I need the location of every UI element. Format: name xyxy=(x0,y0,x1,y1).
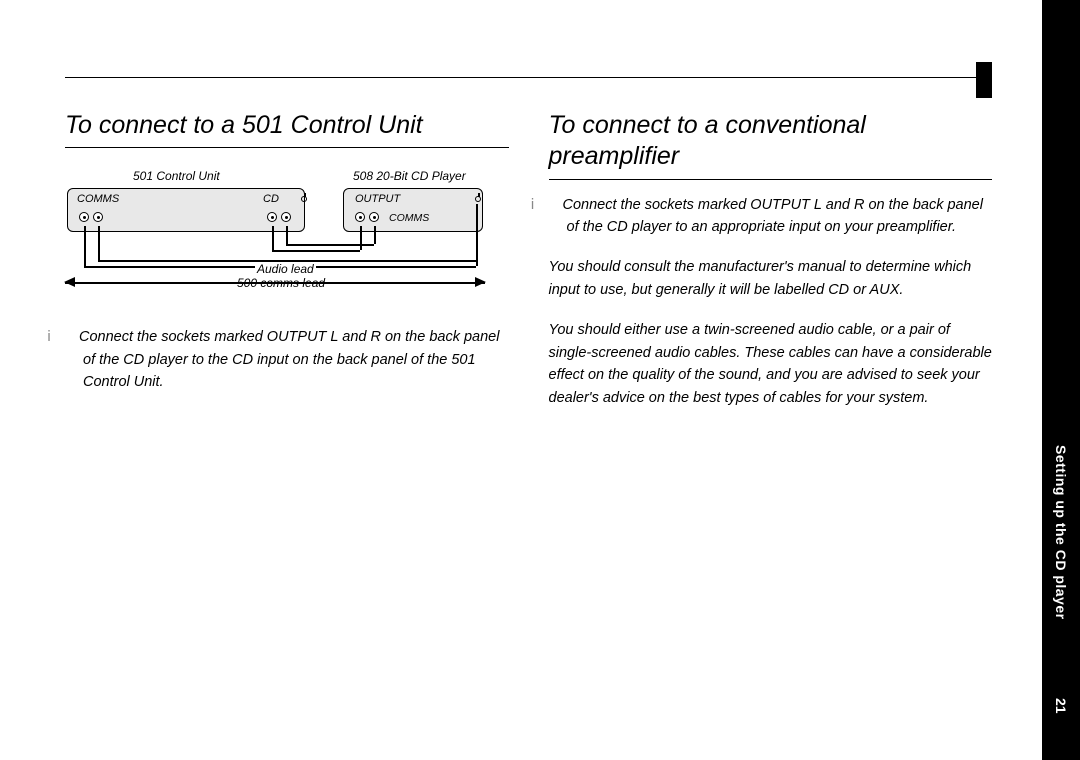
comms-wire xyxy=(98,226,100,260)
right-para-3: You should either use a twin-screened au… xyxy=(549,319,993,409)
left-step-1-text: Connect the sockets marked OUTPUT L and … xyxy=(79,329,499,390)
device-right-title: 508 20-Bit CD Player xyxy=(353,169,466,183)
right-heading-rule xyxy=(549,179,993,180)
thumb-index-block xyxy=(976,62,992,98)
rca-pair-comms-left xyxy=(79,212,105,226)
side-tab-section-title: Setting up the CD player xyxy=(1053,445,1069,620)
device-left-title: 501 Control Unit xyxy=(133,169,220,183)
left-column: To connect to a 501 Control Unit 501 Con… xyxy=(65,110,509,427)
side-tab: Setting up the CD player 21 xyxy=(1042,0,1080,760)
left-heading: To connect to a 501 Control Unit xyxy=(65,110,509,141)
audio-wire xyxy=(272,250,360,252)
left-step-1: ⅰConnect the sockets marked OUTPUT L and… xyxy=(65,326,509,393)
comms-wire xyxy=(84,226,86,266)
left-heading-rule xyxy=(65,147,509,148)
port-label-comms-right: COMMS xyxy=(389,212,429,224)
side-tab-page-number: 21 xyxy=(1053,698,1069,714)
audio-wire xyxy=(360,226,362,250)
right-step-1-text: Connect the sockets marked OUTPUT L and … xyxy=(563,197,983,235)
audio-wire xyxy=(272,226,274,250)
comms-wire xyxy=(476,204,478,266)
port-label-comms-left: COMMS xyxy=(77,193,119,205)
diagram-baseline xyxy=(65,282,485,284)
audio-lead-label: Audio lead xyxy=(255,262,316,276)
right-heading: To connect to a conventional preamplifie… xyxy=(549,110,993,173)
comms-port-left-single xyxy=(301,196,307,202)
right-column: To connect to a conventional preamplifie… xyxy=(549,110,993,427)
right-step-1: ⅰConnect the sockets marked OUTPUT L and… xyxy=(549,194,993,239)
audio-wire xyxy=(286,226,288,244)
rca-pair-cd xyxy=(267,212,293,226)
right-para-2: You should consult the manufacturer's ma… xyxy=(549,256,993,301)
arrow-left-icon xyxy=(64,277,75,287)
rca-pair-output xyxy=(355,212,381,226)
port-label-cd: CD xyxy=(263,193,279,205)
connection-diagram: 501 Control Unit 508 20-Bit CD Player CO… xyxy=(65,162,485,308)
port-label-output: OUTPUT xyxy=(355,193,400,205)
top-rule xyxy=(65,77,992,78)
audio-wire xyxy=(374,226,376,244)
arrow-right-icon xyxy=(475,277,486,287)
